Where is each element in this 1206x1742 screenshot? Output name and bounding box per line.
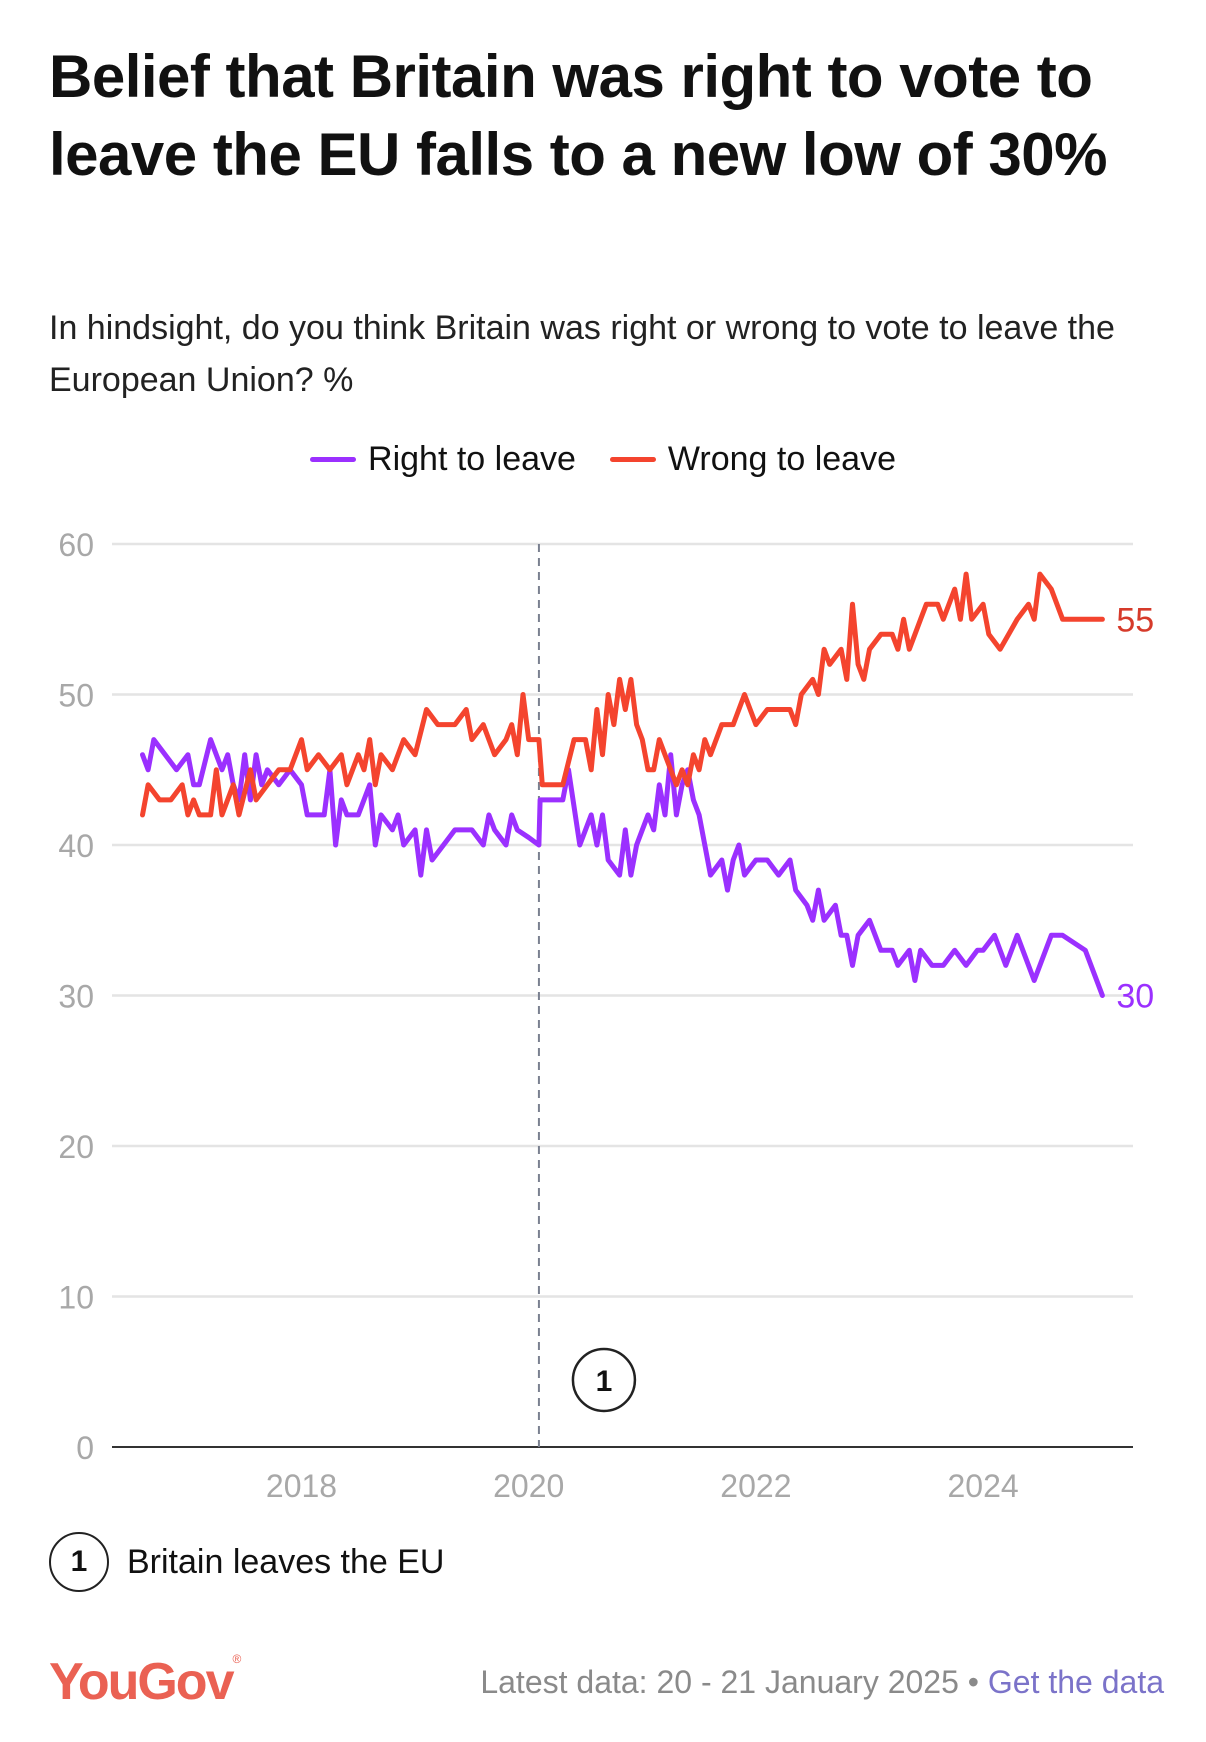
legend-label-wrong: Wrong to leave xyxy=(667,440,896,478)
annotation-marker-label: 1 xyxy=(596,1365,613,1398)
x-tick-label: 2024 xyxy=(948,1468,1019,1504)
y-tick-label: 60 xyxy=(58,527,94,563)
y-tick-label: 40 xyxy=(58,828,94,864)
x-tick-label: 2022 xyxy=(720,1468,791,1504)
footnote-marker: 1 xyxy=(49,1532,109,1592)
legend-label-right: Right to leave xyxy=(368,440,576,478)
separator: • xyxy=(967,1664,979,1700)
x-tick-label: 2018 xyxy=(266,1468,337,1504)
y-tick-label: 0 xyxy=(76,1430,94,1466)
yougov-logo: YouGov® xyxy=(49,1652,241,1711)
legend-swatch-wrong xyxy=(609,457,656,462)
footnote-text: Britain leaves the EU xyxy=(127,1542,445,1581)
y-tick-label: 50 xyxy=(58,678,94,714)
legend-item-right: Right to leave xyxy=(310,440,576,479)
legend: Right to leave Wrong to leave xyxy=(0,440,1206,479)
annotation-marker xyxy=(571,1347,637,1413)
y-tick-label: 10 xyxy=(58,1280,94,1316)
end-value-label: 30 xyxy=(1116,978,1154,1016)
footer-source: Latest data: 20 - 21 January 2025 • Get … xyxy=(480,1664,1164,1701)
chart-title: Belief that Britain was right to vote to… xyxy=(49,43,1107,188)
y-tick-label: 20 xyxy=(58,1129,94,1165)
series-line-wrong-to-leave xyxy=(140,571,1105,818)
y-tick-label: 30 xyxy=(58,979,94,1015)
footnote: 1 Britain leaves the EU xyxy=(49,1532,445,1592)
latest-data-text: Latest data: 20 - 21 January 2025 xyxy=(480,1664,959,1700)
series-line-right-to-leave xyxy=(140,737,1105,998)
legend-item-wrong: Wrong to leave xyxy=(609,440,896,479)
get-data-link[interactable]: Get the data xyxy=(987,1664,1164,1700)
x-tick-label: 2020 xyxy=(493,1468,564,1504)
legend-swatch-right xyxy=(310,457,357,462)
chart-subtitle: In hindsight, do you think Britain was r… xyxy=(49,309,1115,399)
end-value-label: 55 xyxy=(1116,601,1154,639)
